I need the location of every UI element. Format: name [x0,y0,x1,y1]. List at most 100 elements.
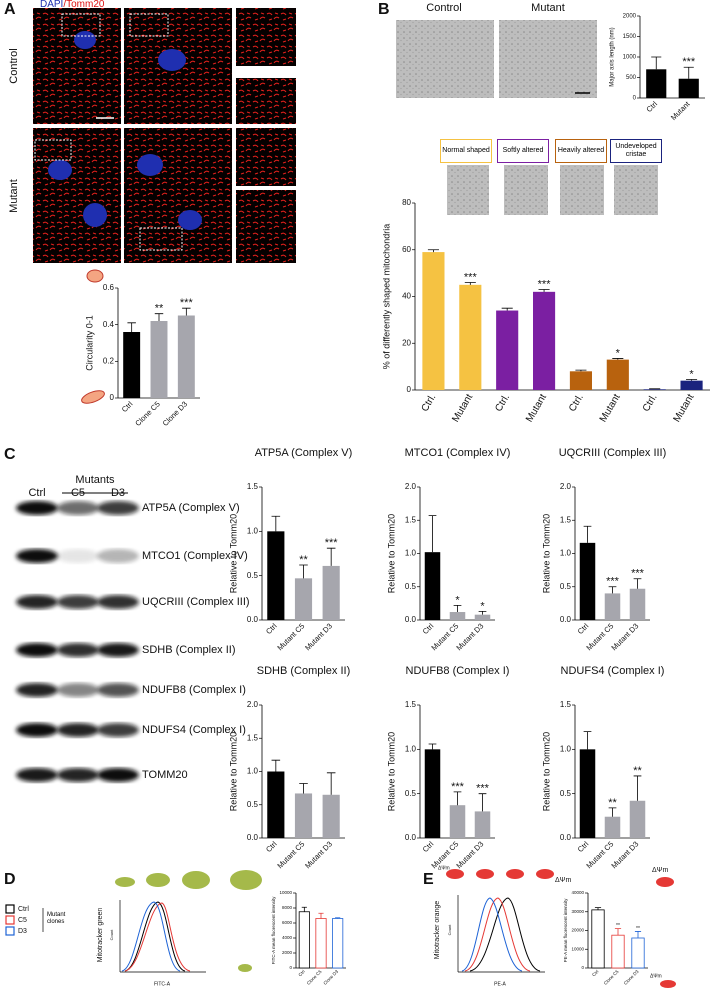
y-tick-label: 80 [402,198,411,207]
error-bar [608,807,617,817]
y-tick-label: 0.0 [405,833,417,842]
y-tick-label: 1000 [623,55,637,61]
em-crop [447,165,489,215]
error-bar [428,743,437,750]
significance: ** [616,923,620,929]
blot-band [97,643,139,657]
bar [579,749,596,838]
error-bar [182,307,191,316]
em-crop [560,165,604,215]
blot-band [57,643,99,657]
histogram-curve [121,901,181,972]
blot-band [16,768,58,782]
bar [177,315,195,398]
mito-icon [182,871,210,889]
bar [680,380,703,390]
micrograph-crop [236,190,296,263]
blot-band [57,723,99,737]
y-tick-label: 2.0 [405,482,417,491]
y-axis-label: Relative to Tomm20 [228,732,238,811]
x-tick-label: Ctrl. [420,392,439,413]
y-tick-label: 0.0 [247,615,259,624]
green-mito-icons [115,870,262,972]
significance: * [480,600,485,612]
blot-band [97,723,139,737]
chart-title: MTCO1 (Complex IV) [405,447,511,459]
mito-icon [446,869,464,879]
error-bar [608,586,617,594]
bar [294,793,313,838]
x-tick-label: Mutant C5 [275,839,306,870]
error-bar [651,56,662,70]
bar [150,321,168,398]
error-bar [428,515,437,553]
error-bar [612,358,624,360]
histogram-curve [124,902,191,972]
significance: ** [299,554,308,566]
chart-title: ATP5A (Complex V) [255,447,353,459]
bar [629,588,646,620]
group-label: Mutants [75,474,115,486]
y-tick-label: 0.6 [103,283,115,292]
y-tick-label: 1.0 [405,744,417,753]
significance: ** [633,765,642,777]
y-tick-label: 2.0 [247,700,259,709]
bar [322,794,340,838]
histogram-count: Count [447,924,452,936]
histogram-e [457,895,545,973]
y-tick-label: 1.5 [247,733,259,742]
y-tick-label: 10000 [571,946,584,951]
y-tick-label: 1.5 [405,515,417,524]
y-tick-label: 0.0 [247,833,259,842]
micrographs [33,8,296,404]
panel-label: D [4,871,16,888]
significance: * [455,594,460,606]
bar [424,749,441,838]
error-bar [271,759,281,772]
lane-label: Ctrl [28,487,45,499]
mito-icon [660,980,676,988]
y-tick-label: 20 [402,338,411,347]
mito-icon [238,964,252,972]
panel-label: A [4,1,16,18]
bar [267,531,285,620]
error-bar [538,289,550,292]
bar [604,816,621,838]
significance: *** [631,568,645,580]
bar [604,593,621,620]
y-tick-label: 0.0 [560,615,572,624]
histogram-d [119,900,206,973]
bar [496,310,519,390]
blot-band [16,643,58,657]
bar [298,911,310,969]
panel-label: C [4,446,16,463]
significance: ** [636,926,640,932]
inset-box [129,13,169,37]
y-tick-label: 6000 [282,920,293,925]
y-tick-label: 0.2 [103,356,115,365]
blot-label: SDHB (Complex II) [142,644,236,656]
histogram-ylabel: Mitotracker green [97,908,104,963]
y-tick-label: 30000 [571,909,584,914]
y-axis-label: Circularity 0-1 [84,315,94,371]
micrograph [33,128,121,263]
error-bar [326,547,336,566]
legend-group: Mutant clones [47,912,66,925]
x-tick-label: Ctrl [120,399,135,414]
chart-title: NDUFB8 (Complex I) [406,665,510,677]
blot-band [97,683,139,697]
y-tick-label: 2000 [282,950,293,955]
y-tick-label: 0.5 [405,789,417,798]
bar [322,565,340,620]
histogram-count: Count [109,929,114,941]
y-tick-label: 1.0 [560,549,572,558]
x-tick-label: Clone D3 [322,969,339,986]
y-axis-label: FITC-A mean fluorescent intensity [271,896,276,965]
x-tick-label: Mutant D3 [454,621,485,652]
shape-legend-box: Normal shaped [440,139,492,163]
y-tick-label: 1.5 [247,482,259,491]
y-axis-label: % of differently shaped mitochondria [381,224,391,369]
y-tick-label: 8000 [282,905,293,910]
shape-legend-box: Undeveloped cristae [610,139,662,163]
